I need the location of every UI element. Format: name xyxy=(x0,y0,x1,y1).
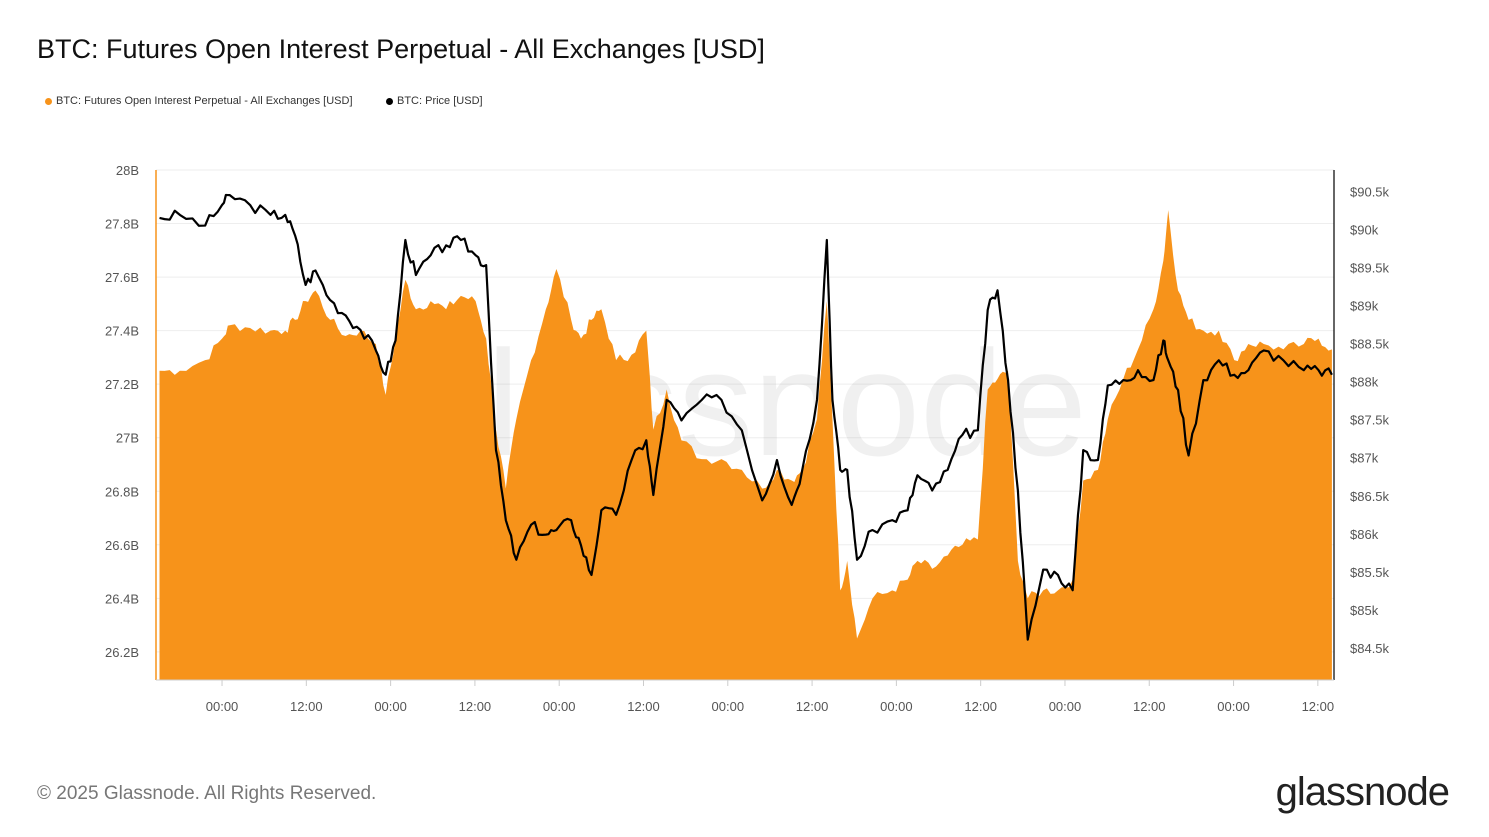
x-tick-label: 12:00 xyxy=(964,699,997,714)
copyright: © 2025 Glassnode. All Rights Reserved. xyxy=(37,783,377,804)
y-right-tick-label: $86k xyxy=(1350,527,1379,542)
legend-item-open-interest[interactable]: BTC: Futures Open Interest Perpetual - A… xyxy=(45,95,353,107)
x-tick-label: 12:00 xyxy=(1133,699,1166,714)
x-tick-label: 00:00 xyxy=(712,699,745,714)
y-right-tick-label: $89.5k xyxy=(1350,260,1390,275)
legend-label: BTC: Price [USD] xyxy=(397,95,483,107)
x-tick-label: 12:00 xyxy=(796,699,829,714)
x-tick-label: 12:00 xyxy=(459,699,492,714)
x-tick-label: 12:00 xyxy=(627,699,660,714)
y-right-tick-label: $87k xyxy=(1350,451,1379,466)
glassnode-logo: glassnode xyxy=(1275,770,1450,814)
y-left-tick-label: 27.2B xyxy=(105,377,139,392)
y-right-tick-label: $84.5k xyxy=(1350,641,1390,656)
y-left-tick-label: 27.8B xyxy=(105,217,139,232)
y-left-tick-label: 26.6B xyxy=(105,538,139,553)
y-right-tick-label: $90k xyxy=(1350,222,1379,237)
x-tick-label: 00:00 xyxy=(374,699,407,714)
legend-label: BTC: Futures Open Interest Perpetual - A… xyxy=(56,95,353,107)
x-tick-label: 00:00 xyxy=(1049,699,1082,714)
price-line xyxy=(159,193,1333,641)
y-right-tick-label: $88.5k xyxy=(1350,337,1390,352)
y-right-tick-label: $90.5k xyxy=(1350,184,1390,199)
y-left-tick-label: 26.2B xyxy=(105,645,139,660)
legend-item-price[interactable]: BTC: Price [USD] xyxy=(386,95,483,107)
legend-dot-black xyxy=(386,97,393,105)
open-interest-area xyxy=(159,210,1332,681)
y-left-tick-label: 28B xyxy=(116,163,139,178)
x-tick-label: 12:00 xyxy=(1302,699,1335,714)
y-left-tick-label: 27.4B xyxy=(105,324,139,339)
x-tick-label: 12:00 xyxy=(290,699,323,714)
x-tick-label: 00:00 xyxy=(206,699,239,714)
y-right-tick-label: $85.5k xyxy=(1350,565,1390,580)
x-tick-label: 00:00 xyxy=(1217,699,1250,714)
y-right-tick-label: $87.5k xyxy=(1350,413,1390,428)
y-right-tick-label: $88k xyxy=(1350,375,1379,390)
y-left-tick-label: 27.6B xyxy=(105,270,139,285)
x-tick-label: 00:00 xyxy=(543,699,576,714)
y-left-tick-label: 26.4B xyxy=(105,591,139,606)
y-right-tick-label: $89k xyxy=(1350,298,1379,313)
y-left-tick-label: 26.8B xyxy=(105,484,139,499)
chart-title: BTC: Futures Open Interest Perpetual - A… xyxy=(37,34,765,64)
y-right-tick-label: $85k xyxy=(1350,603,1379,618)
x-tick-label: 00:00 xyxy=(880,699,913,714)
legend-dot-orange xyxy=(45,97,52,105)
y-left-tick-label: 27B xyxy=(116,431,139,446)
y-right-tick-label: $86.5k xyxy=(1350,489,1390,504)
